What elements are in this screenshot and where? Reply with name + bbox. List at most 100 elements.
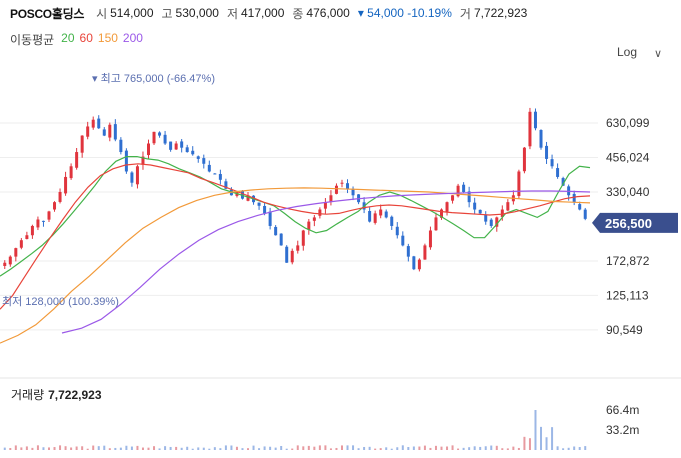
candle-body bbox=[545, 145, 549, 159]
volume-bar bbox=[468, 447, 471, 450]
candle-body bbox=[550, 159, 554, 167]
volume-bar bbox=[197, 447, 200, 450]
candle-body bbox=[583, 209, 587, 219]
candle-body bbox=[124, 150, 128, 172]
candle-body bbox=[478, 209, 482, 214]
volume-bar bbox=[573, 446, 576, 450]
volume-bar bbox=[446, 446, 449, 450]
volume-bar bbox=[324, 445, 327, 450]
candle-body bbox=[351, 188, 355, 196]
candle-body bbox=[213, 173, 217, 175]
volume-bar bbox=[269, 446, 272, 450]
volume-bar bbox=[490, 445, 493, 450]
moving-average-line-200 bbox=[61, 190, 591, 334]
moving-average-line-150 bbox=[0, 187, 591, 344]
candle-body bbox=[257, 202, 261, 206]
volume-bar bbox=[418, 446, 421, 450]
candle-body bbox=[517, 171, 521, 196]
candle-body bbox=[412, 256, 416, 270]
candle-body bbox=[263, 205, 267, 214]
candle-body bbox=[274, 226, 278, 236]
candle-body bbox=[456, 185, 460, 197]
volume-bar bbox=[213, 447, 216, 450]
volume-bar bbox=[506, 448, 509, 450]
moving-average-line-20 bbox=[0, 156, 591, 277]
volume-bar bbox=[42, 447, 45, 450]
volume-bar bbox=[540, 426, 543, 450]
volume-bar bbox=[545, 437, 548, 450]
price-tick-label: 330,040 bbox=[606, 185, 650, 199]
volume-bar bbox=[208, 448, 211, 450]
volume-bar bbox=[141, 447, 144, 450]
min-price-annotation: 최저 128,000 (100.39%) bbox=[2, 295, 119, 308]
volume-title: 거래량 7,722,923 bbox=[11, 386, 102, 403]
candle-body bbox=[268, 211, 272, 226]
volume-bar bbox=[219, 448, 222, 450]
volume-bar bbox=[578, 447, 581, 450]
chevron-down-icon[interactable]: ∨ bbox=[654, 48, 663, 60]
volume-bar bbox=[517, 447, 520, 450]
candle-body bbox=[522, 147, 526, 172]
high-label: 고 bbox=[161, 6, 173, 21]
volume-bar bbox=[429, 447, 432, 450]
candle-body bbox=[500, 209, 504, 217]
candle-body bbox=[135, 166, 139, 185]
volume-bar bbox=[291, 448, 294, 450]
volume-bar bbox=[108, 448, 111, 450]
candle-body bbox=[318, 209, 322, 216]
volume-bar bbox=[9, 448, 12, 450]
volume-bar bbox=[164, 446, 167, 450]
volume-bar bbox=[479, 446, 482, 450]
candle-body bbox=[163, 134, 167, 144]
ma-60-legend: 60 bbox=[79, 31, 93, 45]
candle-body bbox=[47, 211, 51, 220]
candle-body bbox=[290, 250, 294, 263]
candle-body bbox=[451, 195, 455, 201]
volume-tick-label: 66.4m bbox=[606, 403, 639, 417]
volume-bar bbox=[36, 445, 39, 450]
volume-bar bbox=[396, 447, 399, 450]
volume-label: 거 bbox=[459, 6, 471, 21]
candle-body bbox=[395, 226, 399, 236]
candle-body bbox=[445, 202, 449, 212]
volume-bar bbox=[92, 445, 95, 450]
volume-bar bbox=[434, 445, 437, 450]
candle-body bbox=[224, 181, 228, 189]
candle-body bbox=[207, 164, 211, 172]
candle-body bbox=[528, 111, 532, 147]
volume-bar bbox=[501, 448, 504, 450]
candle-body bbox=[147, 143, 150, 156]
volume-bar bbox=[512, 446, 515, 450]
candle-body bbox=[489, 219, 493, 226]
price-tick-label: 456,024 bbox=[606, 151, 650, 165]
open-label: 시 bbox=[96, 6, 108, 21]
candle-body bbox=[533, 111, 537, 129]
volume-bar bbox=[368, 446, 371, 450]
volume-bar bbox=[363, 446, 366, 450]
candle-body bbox=[25, 235, 29, 240]
candle-body bbox=[340, 182, 344, 184]
volume-bar bbox=[186, 446, 189, 450]
candle-body bbox=[64, 176, 68, 194]
volume-bar bbox=[14, 445, 17, 450]
candle-body bbox=[202, 158, 206, 164]
ma-150-legend: 150 bbox=[97, 31, 118, 45]
volume-bar bbox=[534, 410, 537, 450]
volume-bar bbox=[158, 448, 161, 450]
volume-title-value: 7,722,923 bbox=[48, 388, 102, 402]
volume-bar bbox=[352, 445, 355, 450]
volume-bar bbox=[335, 447, 338, 450]
log-scale-toggle[interactable]: Log bbox=[617, 45, 638, 59]
volume-bar bbox=[103, 445, 106, 450]
volume-bar bbox=[440, 446, 443, 450]
candle-body bbox=[440, 209, 443, 218]
volume-bar bbox=[47, 447, 50, 450]
low-label: 저 bbox=[226, 6, 238, 21]
volume-bar bbox=[153, 446, 156, 450]
volume-bar bbox=[379, 448, 382, 450]
moving-average-legend[interactable]: 이동평균 20 60 150 200 bbox=[10, 31, 143, 48]
volume-bar bbox=[551, 427, 554, 450]
volume-bar bbox=[125, 445, 128, 450]
candle-body bbox=[191, 150, 195, 155]
